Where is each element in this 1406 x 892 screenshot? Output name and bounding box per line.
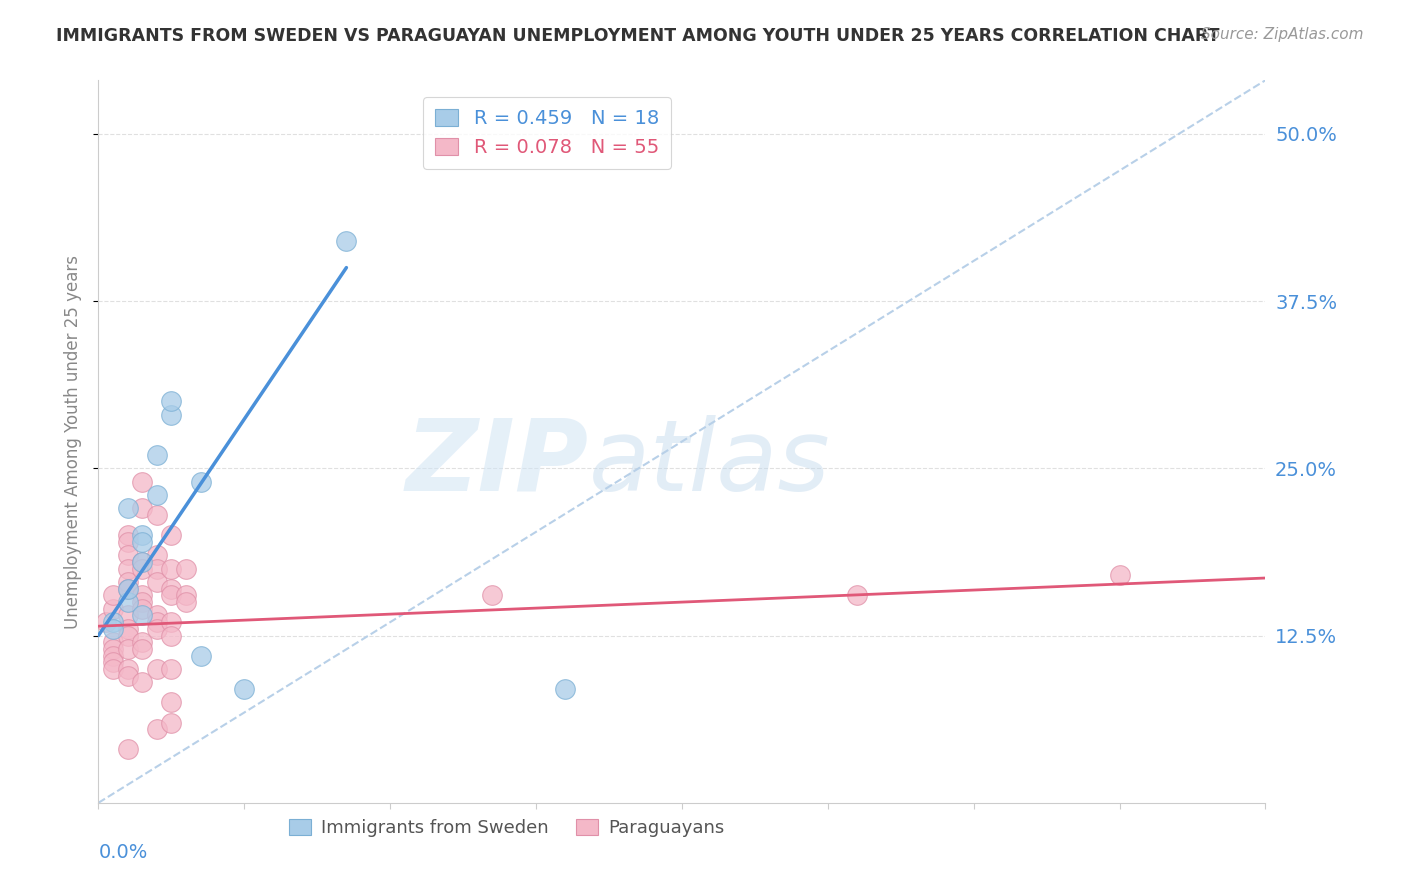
Point <box>131 642 153 657</box>
Point <box>160 589 183 603</box>
Point <box>146 488 169 502</box>
Point <box>131 534 153 549</box>
Point <box>146 615 169 630</box>
Point <box>101 655 124 669</box>
Point <box>94 615 117 630</box>
Point <box>160 394 183 409</box>
Point <box>131 475 153 489</box>
Point <box>131 602 153 616</box>
Text: 0.0%: 0.0% <box>98 843 148 862</box>
Legend: Immigrants from Sweden, Paraguayans: Immigrants from Sweden, Paraguayans <box>281 812 733 845</box>
Point <box>101 615 124 630</box>
Point <box>131 528 153 542</box>
Text: ZIP: ZIP <box>405 415 589 512</box>
Point <box>131 501 153 516</box>
Point <box>1108 568 1130 582</box>
Point <box>233 681 256 696</box>
Point <box>160 615 183 630</box>
Point <box>117 528 139 542</box>
Point <box>117 548 139 563</box>
Point <box>101 589 124 603</box>
Text: Source: ZipAtlas.com: Source: ZipAtlas.com <box>1201 27 1364 42</box>
Point <box>160 696 183 710</box>
Point <box>146 562 169 576</box>
Point <box>117 582 139 596</box>
Point <box>117 534 139 549</box>
Point <box>101 635 124 649</box>
Point <box>117 501 139 516</box>
Point <box>174 562 197 576</box>
Point <box>131 562 153 576</box>
Point <box>117 642 139 657</box>
Point <box>146 508 169 523</box>
Point <box>101 602 124 616</box>
Point <box>101 622 124 636</box>
Point <box>190 475 212 489</box>
Point <box>146 723 169 737</box>
Point <box>146 548 169 563</box>
Point <box>131 675 153 690</box>
Point <box>190 648 212 663</box>
Point <box>335 234 357 248</box>
Point <box>160 408 183 422</box>
Point <box>117 562 139 576</box>
Point <box>146 575 169 590</box>
Point <box>117 575 139 590</box>
Point <box>101 648 124 663</box>
Text: IMMIGRANTS FROM SWEDEN VS PARAGUAYAN UNEMPLOYMENT AMONG YOUTH UNDER 25 YEARS COR: IMMIGRANTS FROM SWEDEN VS PARAGUAYAN UNE… <box>56 27 1220 45</box>
Point <box>101 642 124 657</box>
Point <box>117 742 139 756</box>
Point <box>131 635 153 649</box>
Point <box>160 582 183 596</box>
Point <box>160 662 183 676</box>
Point <box>131 595 153 609</box>
Point <box>554 681 576 696</box>
Point <box>117 582 139 596</box>
Text: atlas: atlas <box>589 415 830 512</box>
Y-axis label: Unemployment Among Youth under 25 years: Unemployment Among Youth under 25 years <box>65 254 83 629</box>
Point <box>160 528 183 542</box>
Point <box>160 562 183 576</box>
Point <box>131 555 153 569</box>
Point <box>174 589 197 603</box>
Point <box>146 608 169 623</box>
Point <box>117 622 139 636</box>
Point <box>131 555 153 569</box>
Point <box>174 595 197 609</box>
Point <box>845 589 868 603</box>
Point <box>160 628 183 642</box>
Point <box>101 662 124 676</box>
Point <box>117 608 139 623</box>
Point <box>131 608 153 623</box>
Point <box>131 589 153 603</box>
Point <box>146 622 169 636</box>
Point <box>117 595 139 609</box>
Point <box>117 669 139 683</box>
Point <box>146 448 169 462</box>
Point <box>481 589 503 603</box>
Point <box>160 715 183 730</box>
Point <box>146 662 169 676</box>
Point <box>117 662 139 676</box>
Point <box>117 628 139 642</box>
